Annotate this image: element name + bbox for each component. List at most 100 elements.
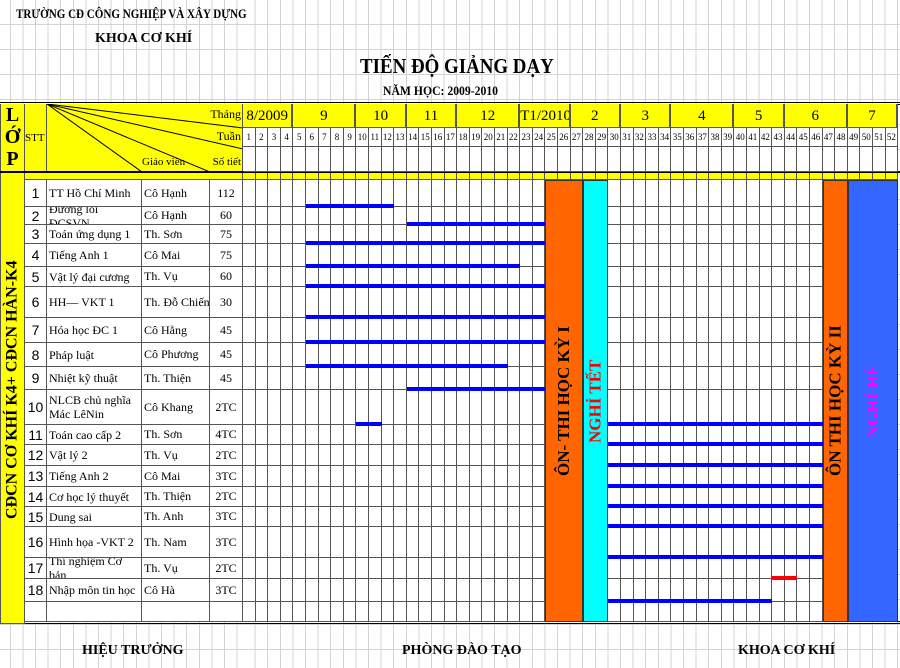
week-cell <box>797 390 810 425</box>
week-blank-cell <box>671 147 684 172</box>
week-cell <box>419 466 432 487</box>
week-cell <box>369 602 382 622</box>
diagonal-header <box>47 104 243 172</box>
week-cell <box>255 602 269 622</box>
week-cell <box>293 527 306 558</box>
schedule-block <box>583 180 609 622</box>
week-cell <box>255 579 269 602</box>
week-cell <box>306 390 319 425</box>
week-cell <box>621 244 634 267</box>
teacher-cell: Cô Mai <box>142 466 210 487</box>
week-cell <box>369 390 382 425</box>
week-cell <box>759 267 773 287</box>
week-cell <box>784 367 798 390</box>
week-blank-cell <box>356 147 369 172</box>
week-cell <box>507 579 521 602</box>
week-cell <box>331 287 344 318</box>
week-cell <box>356 527 369 558</box>
week-cell <box>432 445 445 466</box>
week-cell <box>331 180 344 207</box>
week-blank-cell <box>595 147 609 172</box>
week-cell <box>406 287 420 318</box>
week-cell <box>797 343 810 367</box>
week-number-cell: 6 <box>306 128 319 147</box>
week-cell <box>356 367 369 390</box>
week-cell <box>457 487 470 507</box>
schedule-bar <box>306 204 395 208</box>
week-cell <box>255 225 269 244</box>
week-cell <box>772 244 785 267</box>
week-cell <box>621 527 634 558</box>
week-cell <box>243 466 256 487</box>
week-cell <box>721 558 735 579</box>
week-cell <box>784 390 798 425</box>
week-cell <box>369 579 382 602</box>
subject-cell: HH— VKT 1 <box>47 287 142 318</box>
schedule-bar <box>608 599 773 603</box>
week-cell <box>280 318 294 343</box>
stt-cell: 8 <box>25 343 47 367</box>
spacer-cell <box>570 173 584 180</box>
week-cell <box>507 527 521 558</box>
schedule-bar <box>608 524 823 528</box>
week-cell <box>280 466 294 487</box>
week-cell <box>356 425 369 445</box>
week-cell <box>684 343 697 367</box>
week-cell <box>696 207 710 225</box>
week-cell <box>280 507 294 527</box>
week-cell <box>532 579 546 602</box>
stt-cell: 10 <box>25 390 47 425</box>
week-cell <box>797 267 810 287</box>
week-cell <box>709 287 722 318</box>
spacer-cell <box>810 173 823 180</box>
week-cell <box>759 343 773 367</box>
week-blank-cell <box>419 147 432 172</box>
week-cell <box>482 507 495 527</box>
spacer-cell <box>721 173 735 180</box>
week-number-cell: 22 <box>507 128 521 147</box>
teacher-cell <box>142 602 210 622</box>
spacer-cell <box>255 173 269 180</box>
week-cell <box>633 267 647 287</box>
subject-cell: Thí nghiệm Cơ bản <box>47 558 142 579</box>
week-cell <box>457 558 470 579</box>
month-cell: 10 <box>356 104 407 128</box>
week-cell <box>671 225 684 244</box>
week-cell <box>721 527 735 558</box>
week-cell <box>343 180 357 207</box>
week-cell <box>444 390 458 425</box>
week-cell <box>633 390 647 425</box>
week-number-cell: 8 <box>331 128 344 147</box>
hours-cell <box>210 602 243 622</box>
week-blank-cell <box>268 147 281 172</box>
week-cell <box>280 267 294 287</box>
week-cell <box>306 425 319 445</box>
week-cell <box>608 390 621 425</box>
month-cell: 9 <box>293 104 357 128</box>
week-number-cell: 44 <box>784 128 798 147</box>
hours-cell: 2TC <box>210 487 243 507</box>
week-number-cell: 9 <box>343 128 357 147</box>
week-cell <box>394 390 407 425</box>
spacer-cell <box>280 173 294 180</box>
week-number-cell: 31 <box>621 128 634 147</box>
spacer-cell <box>658 173 672 180</box>
week-blank-cell <box>507 147 521 172</box>
week-cell <box>381 466 395 487</box>
stt-cell: 17 <box>25 558 47 579</box>
week-cell <box>343 287 357 318</box>
week-number-cell: 20 <box>482 128 495 147</box>
week-cell <box>633 527 647 558</box>
week-cell <box>658 318 672 343</box>
week-cell <box>709 225 722 244</box>
class-column <box>0 173 25 624</box>
week-cell <box>331 466 344 487</box>
week-number-cell: 24 <box>532 128 546 147</box>
week-cell <box>520 343 533 367</box>
week-blank-cell <box>243 147 256 172</box>
week-cell <box>495 466 508 487</box>
week-number-cell: 36 <box>684 128 697 147</box>
week-cell <box>507 487 521 507</box>
week-cell <box>747 527 760 558</box>
week-cell <box>243 367 256 390</box>
